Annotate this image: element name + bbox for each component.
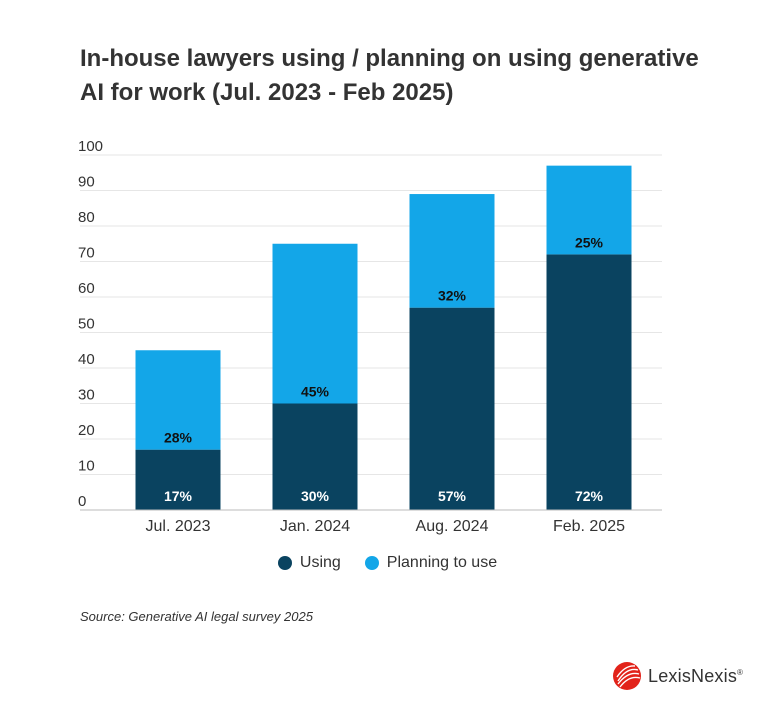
bar-planning-4 <box>546 165 632 255</box>
legend-label-planning: Planning to use <box>386 554 498 571</box>
y-tick-label: 30 <box>78 387 95 404</box>
bar-using-2 <box>272 403 358 510</box>
bar-planning-1 <box>135 350 221 450</box>
legend-item-using: Using <box>277 554 341 572</box>
x-tick-label: Jan. 2024 <box>280 518 350 535</box>
stacked-bar-chart: 17% 28% 30% 45% 57% 32% 72% 25% 0 10 20 30 40 50 60 70… <box>78 138 662 535</box>
legend-swatch-planning <box>364 556 379 570</box>
data-label-using-2: 30% <box>301 488 330 504</box>
lexisnexis-wordmark: LexisNexis® <box>648 665 744 686</box>
data-label-using-1: 17% <box>164 488 193 504</box>
legend-label-using: Using <box>299 554 341 571</box>
x-tick-label: Jul. 2023 <box>146 518 211 535</box>
bar-using-1 <box>135 449 221 510</box>
bar-planning-3 <box>409 194 495 308</box>
y-tick-label: 10 <box>78 458 95 475</box>
y-tick-label: 50 <box>78 316 95 333</box>
data-label-planning-4: 25% <box>575 234 604 250</box>
chart-legend: Using Planning to use <box>0 554 775 572</box>
chart-title: In-house lawyers using / planning on usi… <box>80 45 699 106</box>
bar-using-3 <box>409 307 495 510</box>
y-tick-label: 90 <box>78 174 95 191</box>
bar-using-4 <box>546 254 632 510</box>
data-label-planning-1: 28% <box>164 430 193 446</box>
x-tick-label: Feb. 2025 <box>553 518 625 535</box>
y-tick-label: 70 <box>78 245 95 262</box>
y-tick-label: 20 <box>78 422 95 439</box>
source-note: Source: Generative AI legal survey 2025 <box>80 609 313 624</box>
y-tick-label: 100 <box>78 138 103 155</box>
data-label-using-4: 72% <box>575 488 604 504</box>
lexisnexis-emblem-icon <box>613 662 641 690</box>
lexisnexis-logo: LexisNexis® <box>612 661 743 691</box>
y-tick-label: 80 <box>78 209 95 226</box>
legend-item-planning: Planning to use <box>364 554 498 572</box>
y-tick-label: 60 <box>78 280 95 297</box>
legend-swatch-using <box>277 556 292 570</box>
data-label-planning-2: 45% <box>301 384 330 400</box>
y-tick-label: 0 <box>78 493 86 510</box>
y-tick-label: 40 <box>78 351 95 368</box>
x-tick-label: Aug. 2024 <box>416 518 489 535</box>
data-label-using-3: 57% <box>438 488 467 504</box>
data-label-planning-3: 32% <box>438 288 467 304</box>
bar-planning-2 <box>272 243 358 404</box>
